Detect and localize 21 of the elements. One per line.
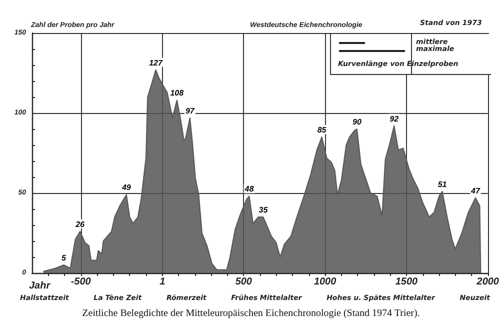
- annotation: 51: [438, 180, 448, 189]
- annotation: 127: [149, 58, 163, 68]
- annotation: 26: [74, 220, 86, 229]
- x-axis-title: Jahr: [29, 280, 52, 292]
- annotation: 49: [120, 183, 132, 192]
- annotation: 48: [244, 184, 254, 194]
- x-tick-label: 2000: [476, 276, 500, 288]
- annotation: 35: [258, 206, 268, 214]
- annotation: 92: [390, 114, 400, 124]
- x-tick-label: -500: [70, 276, 92, 288]
- x-tick-label: 1: [160, 276, 166, 288]
- annotation: 90: [352, 118, 362, 126]
- x-tick-label: 500: [235, 276, 252, 288]
- annotation: 97: [185, 106, 195, 116]
- annotation: 47: [470, 186, 480, 196]
- annotation: 5: [62, 254, 67, 262]
- x-tick-label: 1500: [395, 276, 418, 288]
- annotation: 85: [317, 126, 327, 134]
- x-tick-label: 1000: [314, 276, 337, 288]
- annotation: 108: [170, 88, 184, 98]
- text: Zeitliche Belegdichte der Mitteleuropäischen Eichenchronologie (Stand 1974 Trier).: [81, 308, 421, 319]
